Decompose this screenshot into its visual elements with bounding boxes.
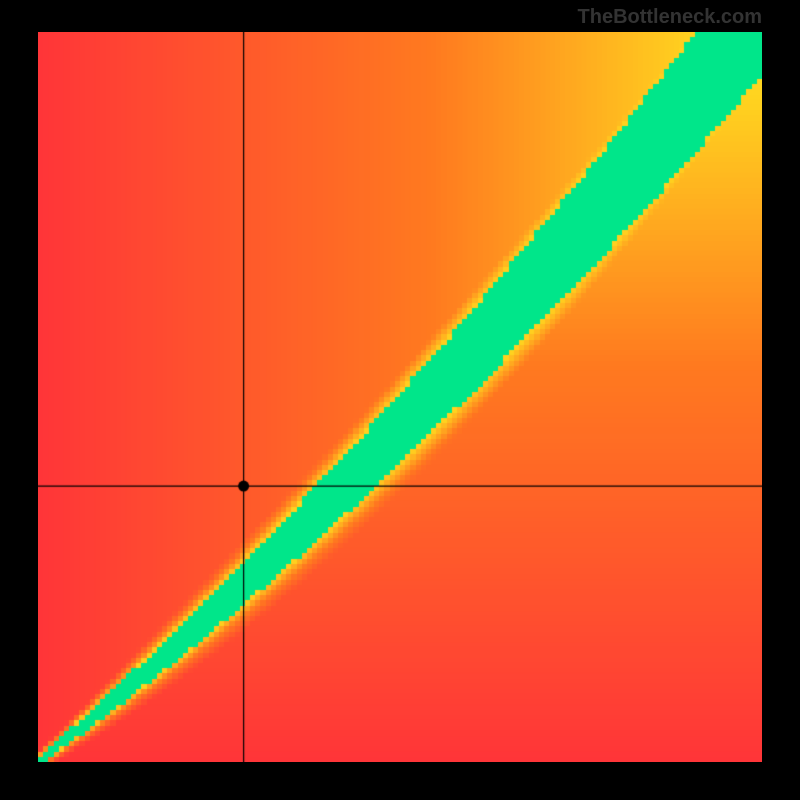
bottleneck-heatmap	[38, 32, 762, 762]
attribution-text: TheBottleneck.com	[578, 6, 762, 29]
heatmap-canvas	[38, 32, 762, 762]
